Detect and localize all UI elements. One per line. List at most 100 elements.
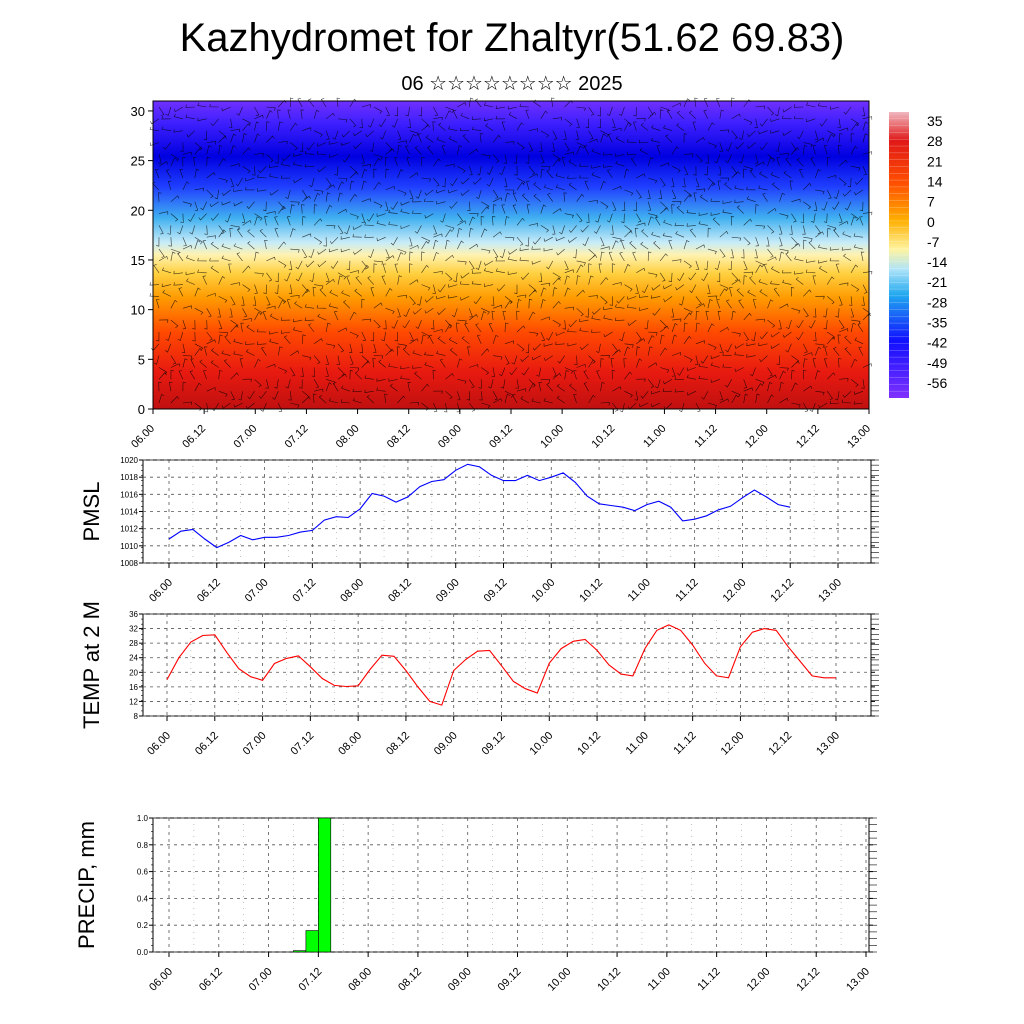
wind-barb (654, 216, 661, 226)
wind-barb (332, 130, 339, 140)
wind-barb (659, 319, 668, 329)
wind-barb (468, 227, 474, 238)
wind-barb (540, 379, 551, 383)
wind-barb (782, 279, 792, 285)
wind-barb (705, 310, 709, 321)
wind-barb (153, 355, 160, 365)
wind-barb (486, 166, 494, 175)
wind-barb (540, 287, 547, 297)
wind-barb (210, 241, 219, 250)
wind-barb (862, 133, 868, 143)
wind-barb (746, 196, 756, 202)
y-tick-label: 1014 (120, 508, 138, 517)
wind-barb (481, 154, 491, 159)
wind-barb (707, 402, 718, 409)
wind-barb (349, 343, 353, 353)
wind-barb (588, 130, 594, 140)
wind-barb (364, 222, 374, 226)
wind-barb (480, 348, 490, 356)
wind-barb (512, 192, 518, 202)
wind-barb (695, 260, 700, 270)
wind-barb (415, 319, 422, 329)
wind-barb (747, 130, 756, 138)
wind-barb (693, 166, 697, 176)
wind-barb (504, 300, 513, 309)
wind-barb (352, 388, 362, 393)
wind-barb (346, 260, 351, 271)
wind-barb (269, 313, 279, 321)
wind-barb (552, 301, 561, 309)
wind-barb (385, 106, 390, 117)
wind-barb (623, 358, 627, 368)
wind-barb (247, 241, 255, 250)
wind-barb (170, 251, 176, 261)
wind-barb (842, 390, 852, 398)
wind-barb (285, 189, 291, 200)
wind-barb (182, 320, 187, 330)
wind-barb (158, 225, 164, 235)
wind-barb (158, 319, 169, 323)
wind-barb (397, 275, 403, 285)
wind-barb (478, 379, 482, 389)
wind-barb (328, 141, 339, 145)
wind-barb (731, 331, 741, 337)
wind-barb (301, 215, 306, 226)
x-tick-label: 08.00 (336, 730, 364, 758)
wind-barb (492, 398, 503, 404)
wind-barb (838, 159, 848, 167)
wind-barb (433, 225, 438, 235)
wind-barb (600, 133, 607, 143)
wind-barb (812, 358, 817, 368)
wind-barb (612, 240, 619, 250)
wind-barb (519, 257, 529, 262)
wind-barb (650, 137, 661, 143)
wind-barb (603, 306, 613, 311)
wind-barb (580, 225, 589, 233)
wind-barb (417, 133, 422, 143)
wind-barb (325, 192, 331, 202)
wind-barb (539, 142, 543, 152)
wind-barb (719, 142, 724, 152)
wind-barb (169, 381, 173, 392)
wind-barb (433, 106, 439, 116)
x-tick-label: 10.12 (577, 577, 605, 605)
wind-barb (528, 128, 538, 132)
wind-barb (499, 249, 506, 259)
wind-barb (810, 157, 816, 167)
wind-barb (400, 375, 410, 380)
wind-barb (770, 118, 780, 122)
wind-barb (317, 260, 327, 268)
wind-barb (552, 367, 557, 377)
wind-barb (459, 127, 470, 131)
wind-barb (651, 231, 661, 238)
wind-barb (695, 177, 700, 188)
wind-barb (210, 213, 219, 221)
wind-barb (850, 213, 859, 221)
wind-barb (495, 105, 506, 109)
wind-barb (385, 288, 393, 297)
wind-barb (457, 145, 463, 155)
wind-barb (373, 319, 381, 329)
wind-barb (647, 201, 652, 211)
panel-frame (152, 817, 870, 953)
wind-barb (676, 205, 685, 214)
wind-barb (853, 401, 864, 405)
wind-barb (663, 284, 673, 290)
wind-barb (767, 394, 774, 404)
wind-barb (593, 225, 601, 234)
wind-barb (663, 219, 673, 226)
wind-barb (600, 381, 605, 392)
wind-barb (396, 346, 401, 356)
wind-barb (254, 106, 260, 116)
wind-barb (707, 299, 713, 309)
wind-barb (668, 240, 673, 250)
wind-barb (323, 237, 327, 247)
wind-barb (468, 308, 473, 318)
wind-barb (504, 322, 509, 333)
precip-bar (305, 930, 319, 953)
wind-barb (382, 263, 387, 273)
wind-barb (809, 402, 816, 412)
wind-barb (266, 305, 276, 310)
